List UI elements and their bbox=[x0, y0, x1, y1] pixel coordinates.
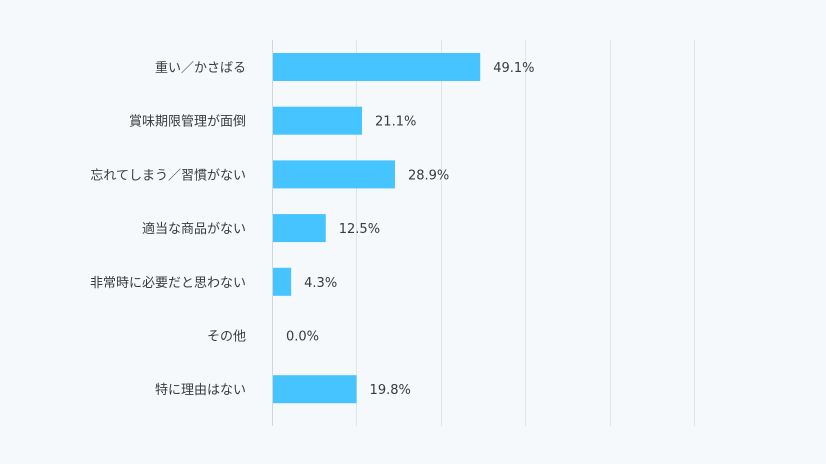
value-label: 4.3% bbox=[304, 276, 337, 291]
bar bbox=[273, 375, 357, 404]
bar bbox=[273, 160, 395, 189]
category-label: 忘れてしまう／習慣がない bbox=[90, 167, 246, 183]
bar bbox=[273, 267, 292, 296]
bars bbox=[273, 53, 481, 404]
category-label: その他 bbox=[207, 330, 246, 345]
category-labels: 重い／かさばる賞味期限管理が面倒忘れてしまう／習慣がない適当な商品がない非常時に… bbox=[90, 60, 246, 398]
grid-lines bbox=[272, 40, 695, 426]
value-label: 21.1% bbox=[375, 115, 416, 130]
value-label: 19.8% bbox=[370, 383, 411, 398]
bar bbox=[273, 214, 326, 243]
bar bbox=[273, 53, 481, 81]
category-label: 賞味期限管理が面倒 bbox=[129, 115, 246, 130]
bar bbox=[273, 106, 363, 135]
category-label: 非常時に必要だと思わない bbox=[90, 276, 246, 291]
value-label: 0.0% bbox=[286, 330, 319, 345]
value-label: 12.5% bbox=[339, 222, 380, 237]
category-label: 重い／かさばる bbox=[155, 60, 246, 76]
category-label: 適当な商品がない bbox=[142, 221, 246, 237]
value-label: 28.9% bbox=[408, 168, 449, 183]
category-label: 特に理由はない bbox=[155, 383, 246, 398]
value-labels: 49.1% 21.1% 28.9% 12.5% 4.3% 0.0% 19.8% bbox=[286, 61, 535, 398]
value-label: 49.1% bbox=[493, 61, 534, 76]
